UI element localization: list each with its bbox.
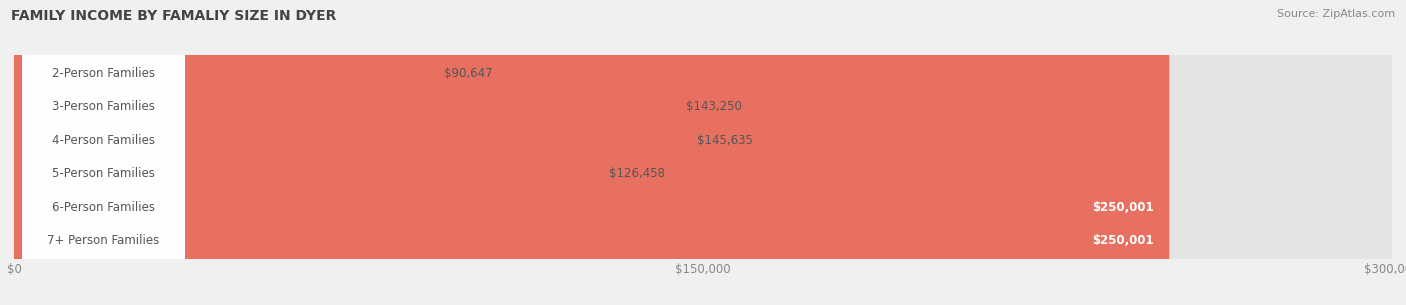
FancyBboxPatch shape — [14, 0, 1163, 305]
FancyBboxPatch shape — [22, 0, 186, 305]
FancyBboxPatch shape — [1077, 0, 1170, 305]
Text: $250,001: $250,001 — [1092, 201, 1154, 214]
FancyBboxPatch shape — [14, 0, 1392, 305]
FancyBboxPatch shape — [14, 0, 1392, 305]
FancyBboxPatch shape — [14, 0, 683, 305]
Text: 5-Person Families: 5-Person Families — [52, 167, 155, 180]
FancyBboxPatch shape — [14, 0, 1392, 305]
Text: $126,458: $126,458 — [609, 167, 665, 180]
Text: 3-Person Families: 3-Person Families — [52, 100, 155, 113]
FancyBboxPatch shape — [22, 0, 186, 305]
Text: 6-Person Families: 6-Person Families — [52, 201, 155, 214]
Text: FAMILY INCOME BY FAMALIY SIZE IN DYER: FAMILY INCOME BY FAMALIY SIZE IN DYER — [11, 9, 336, 23]
FancyBboxPatch shape — [14, 0, 672, 305]
FancyBboxPatch shape — [14, 0, 430, 305]
FancyBboxPatch shape — [14, 0, 595, 305]
Text: $250,001: $250,001 — [1092, 234, 1154, 247]
FancyBboxPatch shape — [14, 0, 1392, 305]
FancyBboxPatch shape — [22, 0, 186, 305]
FancyBboxPatch shape — [14, 0, 1163, 305]
FancyBboxPatch shape — [22, 0, 186, 305]
Text: 7+ Person Families: 7+ Person Families — [48, 234, 160, 247]
FancyBboxPatch shape — [14, 0, 1392, 305]
Text: 4-Person Families: 4-Person Families — [52, 134, 155, 147]
Text: 2-Person Families: 2-Person Families — [52, 67, 155, 80]
Text: $90,647: $90,647 — [444, 67, 492, 80]
Text: $143,250: $143,250 — [686, 100, 741, 113]
Text: Source: ZipAtlas.com: Source: ZipAtlas.com — [1277, 9, 1395, 19]
Text: $145,635: $145,635 — [697, 134, 752, 147]
FancyBboxPatch shape — [22, 0, 186, 305]
FancyBboxPatch shape — [1077, 0, 1170, 305]
FancyBboxPatch shape — [22, 0, 186, 305]
FancyBboxPatch shape — [14, 0, 1392, 305]
